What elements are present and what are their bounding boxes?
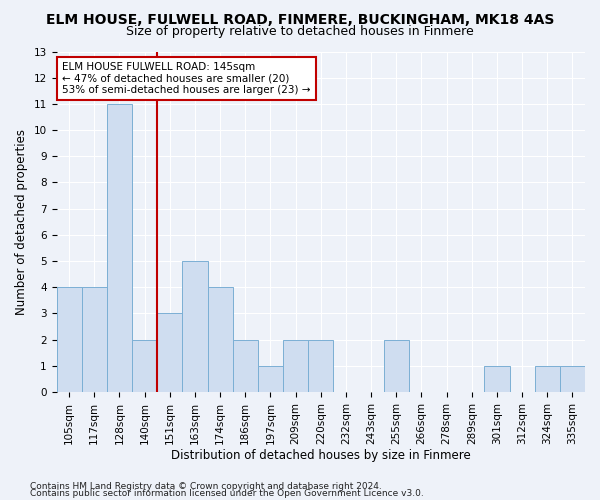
Bar: [208, 288, 233, 392]
Bar: [383, 340, 409, 392]
X-axis label: Distribution of detached houses by size in Finmere: Distribution of detached houses by size …: [171, 450, 470, 462]
Text: Contains HM Land Registry data © Crown copyright and database right 2024.: Contains HM Land Registry data © Crown c…: [30, 482, 382, 491]
Bar: [258, 366, 283, 392]
Bar: [484, 366, 509, 392]
Bar: [82, 288, 107, 392]
Text: Size of property relative to detached houses in Finmere: Size of property relative to detached ho…: [126, 25, 474, 38]
Bar: [560, 366, 585, 392]
Bar: [182, 261, 208, 392]
Bar: [233, 340, 258, 392]
Y-axis label: Number of detached properties: Number of detached properties: [15, 129, 28, 315]
Bar: [283, 340, 308, 392]
Bar: [56, 288, 82, 392]
Bar: [535, 366, 560, 392]
Text: Contains public sector information licensed under the Open Government Licence v3: Contains public sector information licen…: [30, 490, 424, 498]
Text: ELM HOUSE, FULWELL ROAD, FINMERE, BUCKINGHAM, MK18 4AS: ELM HOUSE, FULWELL ROAD, FINMERE, BUCKIN…: [46, 12, 554, 26]
Bar: [308, 340, 334, 392]
Bar: [157, 314, 182, 392]
Bar: [132, 340, 157, 392]
Bar: [107, 104, 132, 392]
Text: ELM HOUSE FULWELL ROAD: 145sqm
← 47% of detached houses are smaller (20)
53% of : ELM HOUSE FULWELL ROAD: 145sqm ← 47% of …: [62, 62, 310, 95]
